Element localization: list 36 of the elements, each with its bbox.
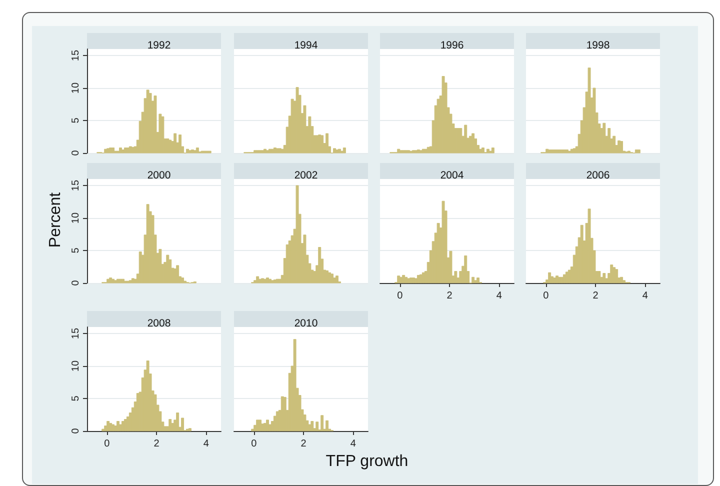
x-tick-label: 2 bbox=[154, 438, 160, 450]
y-tick-label: 5 bbox=[70, 395, 82, 402]
y-tick-label: 10 bbox=[70, 82, 82, 94]
y-tick-label: 5 bbox=[70, 117, 82, 124]
chart-title: 2000 bbox=[147, 170, 171, 182]
x-tick-label: 4 bbox=[642, 290, 648, 302]
x-tick-label: 4 bbox=[350, 438, 356, 450]
y-tick-label: 0 bbox=[70, 150, 82, 156]
x-tick-label: 2 bbox=[300, 438, 307, 450]
y-tick-label: 15 bbox=[70, 328, 82, 340]
y-tick-label: 0 bbox=[70, 428, 82, 434]
chart-title: 2008 bbox=[147, 318, 171, 330]
x-tick-label: 2 bbox=[446, 290, 453, 302]
x-tick-label: 4 bbox=[203, 438, 210, 450]
chart-title: 1998 bbox=[586, 40, 610, 52]
chart-title: 1996 bbox=[440, 40, 464, 52]
y-tick-label: 0 bbox=[70, 280, 82, 286]
y-tick-label: 5 bbox=[70, 247, 82, 254]
x-tick-label: 4 bbox=[496, 290, 502, 302]
x-tick-label: 0 bbox=[543, 290, 550, 302]
y-tick-label: 15 bbox=[70, 50, 82, 62]
x-tick-label: 2 bbox=[592, 290, 599, 302]
y-axis-title: Percent bbox=[47, 192, 65, 248]
y-tick-label: 15 bbox=[70, 180, 82, 192]
chart-title: 2006 bbox=[586, 170, 610, 182]
x-axis-title: TFP growth bbox=[326, 453, 408, 471]
chart-title: 2010 bbox=[294, 318, 318, 330]
y-tick-label: 10 bbox=[70, 360, 82, 372]
chart-title: 1994 bbox=[294, 40, 318, 52]
chart-title: 2004 bbox=[440, 170, 464, 182]
y-tick-label: 10 bbox=[70, 212, 82, 224]
chart-title: 1992 bbox=[147, 40, 171, 52]
x-tick-label: 0 bbox=[104, 438, 110, 450]
chart-title: 2002 bbox=[294, 170, 318, 182]
x-tick-label: 0 bbox=[397, 290, 404, 302]
x-tick-label: 0 bbox=[251, 438, 258, 450]
